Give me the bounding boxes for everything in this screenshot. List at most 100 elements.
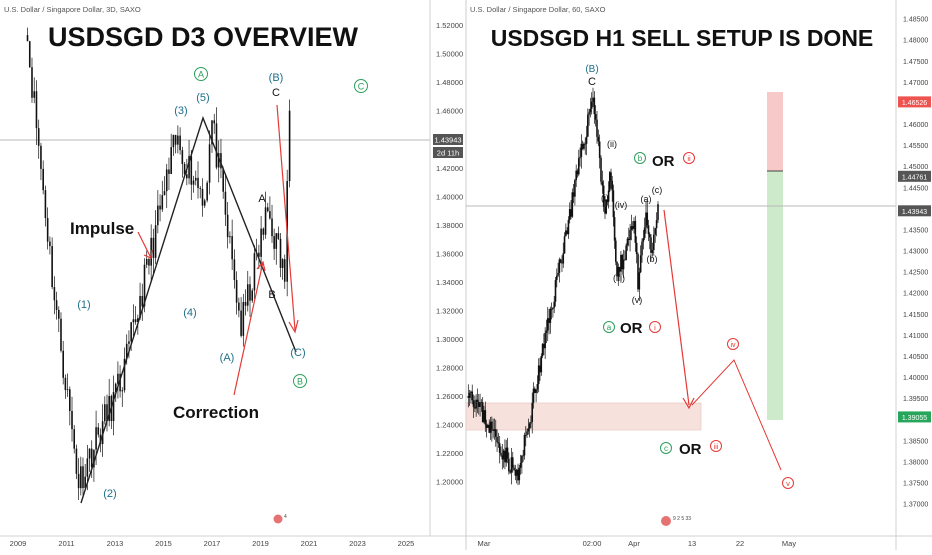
left-candle-body (134, 319, 137, 323)
right-price-tag-box (898, 411, 931, 423)
right-y-tick-label: 1.38500 (903, 438, 928, 445)
left-candle-body (288, 110, 291, 182)
right-x-tick-label: 13 (688, 539, 696, 548)
left-time-axis[interactable]: 2009 2011 2013 2015 2017 2019 2021 2023 2025 (0, 535, 466, 548)
right-candle-body (553, 301, 556, 308)
right-candle-body (643, 227, 646, 239)
projection-label-v: v (782, 477, 794, 489)
left-x-tick-label: 2019 (252, 539, 269, 548)
left-wave-lines (80, 115, 297, 504)
left-candle-body (125, 343, 128, 359)
impulse-arrow (137, 231, 152, 259)
left-candle-body (42, 168, 44, 191)
left-candle-body (40, 145, 42, 169)
right-wave-label-iii: (iii) (613, 273, 625, 283)
left-candle-body (163, 191, 166, 196)
right-candle-body (600, 157, 602, 182)
right-price-axis[interactable]: 1.48500 1.48000 1.47500 1.47000 1.46000 1.455… (895, 0, 931, 550)
left-candle-body (275, 233, 278, 249)
left-candle-body (53, 287, 56, 301)
left-candle-body (181, 150, 184, 165)
wave-label-3: (3) (174, 105, 187, 117)
right-candle-body (593, 97, 596, 115)
circled-label-A: A (194, 67, 208, 81)
right-wave-label-B: (B) (585, 64, 598, 75)
right-y-tick-label: 1.40000 (903, 375, 928, 382)
left-candle-body (108, 395, 110, 421)
minor-label-A: A (258, 193, 266, 205)
right-wave-label-C: C (588, 76, 596, 88)
right-y-tick-label: 1.42500 (903, 270, 928, 277)
right-candle-body (563, 236, 566, 254)
left-watermark-logo: 4 (273, 514, 287, 524)
left-candle-body (49, 241, 51, 247)
left-candle-body (179, 135, 181, 151)
right-candle-body (629, 229, 631, 240)
right-time-axis[interactable]: Mar 02:00 Apr 13 22 May (466, 535, 932, 548)
right-candle-body (605, 199, 607, 214)
right-candle-body (580, 143, 583, 157)
left-x-ticks: 2009 2011 2013 2015 2017 2019 2021 2023 2025 (10, 539, 415, 548)
right-price-tags: 1.46526 1.44761 1.43943 1.39055 (898, 96, 931, 423)
right-candle-body (526, 431, 528, 435)
right-candle-body (550, 308, 553, 310)
right-candle-body (616, 261, 618, 277)
right-candle-body (642, 238, 645, 242)
left-candle-body (213, 120, 216, 124)
right-candle-body (474, 407, 476, 409)
left-symbol-line: U.S. Dollar / Singapore Dollar, 3D, SAXO (4, 5, 141, 14)
left-candle-body (229, 236, 231, 238)
left-candle-body (231, 236, 233, 260)
right-candle-body (472, 400, 475, 408)
left-y-tick-label: 1.28000 (436, 363, 463, 372)
right-candle-body (539, 365, 541, 373)
right-candle-body (617, 266, 620, 277)
left-candle-body (82, 466, 84, 489)
svg-text:v: v (786, 479, 790, 488)
right-candles (467, 87, 659, 486)
right-candle-body (576, 170, 579, 175)
left-candle-body (199, 188, 202, 189)
left-candle-body (26, 35, 29, 42)
left-x-tick-label: 2013 (107, 539, 124, 548)
left-down-arrowhead (288, 319, 299, 334)
right-candle-body (501, 455, 504, 460)
right-candle-body (574, 180, 576, 197)
correction-arrow (233, 261, 264, 396)
right-candle-body (626, 238, 629, 246)
left-candle-body (114, 383, 117, 392)
right-candle-body (618, 266, 621, 272)
left-candle-body (281, 259, 284, 268)
left-price-tag: 1.43943 (433, 134, 463, 145)
right-candle-body (598, 141, 601, 158)
right-candle-body (494, 429, 497, 437)
right-candle-body (571, 192, 574, 217)
right-candle-body (549, 308, 552, 323)
wave-label-5: (5) (196, 92, 209, 104)
right-y-tick-label: 1.43500 (903, 227, 928, 234)
left-y-tick-label: 1.20000 (436, 478, 463, 487)
left-chart-panel[interactable]: U.S. Dollar / Singapore Dollar, 3D, SAXO… (0, 0, 430, 536)
left-x-tick-label: 2011 (58, 539, 74, 548)
right-chart-panel[interactable]: U.S. Dollar / Singapore Dollar, 60, SAXO… (465, 0, 896, 550)
left-candle-body (97, 427, 100, 435)
right-candle-body (506, 447, 509, 459)
right-candle-body (513, 467, 515, 471)
right-candle-body (585, 136, 588, 144)
right-candle-body (620, 254, 622, 272)
left-candle-body (71, 411, 73, 430)
right-candle-body (510, 457, 513, 473)
left-candle-body (117, 373, 119, 384)
right-candle-body (479, 402, 481, 407)
left-candle-body (279, 238, 282, 268)
left-candle-body (249, 284, 251, 301)
right-candle-body (587, 114, 589, 137)
right-candle-body (514, 470, 517, 476)
right-candle-body (637, 254, 639, 290)
right-candle-body (540, 356, 543, 373)
right-candle-body (635, 242, 638, 255)
svg-text:iv: iv (730, 342, 736, 349)
left-y-tick-label: 1.52000 (436, 21, 463, 30)
left-price-axis[interactable]: 1.52000 1.50000 1.48000 1.46000 1.42000 1.400… (429, 0, 463, 536)
